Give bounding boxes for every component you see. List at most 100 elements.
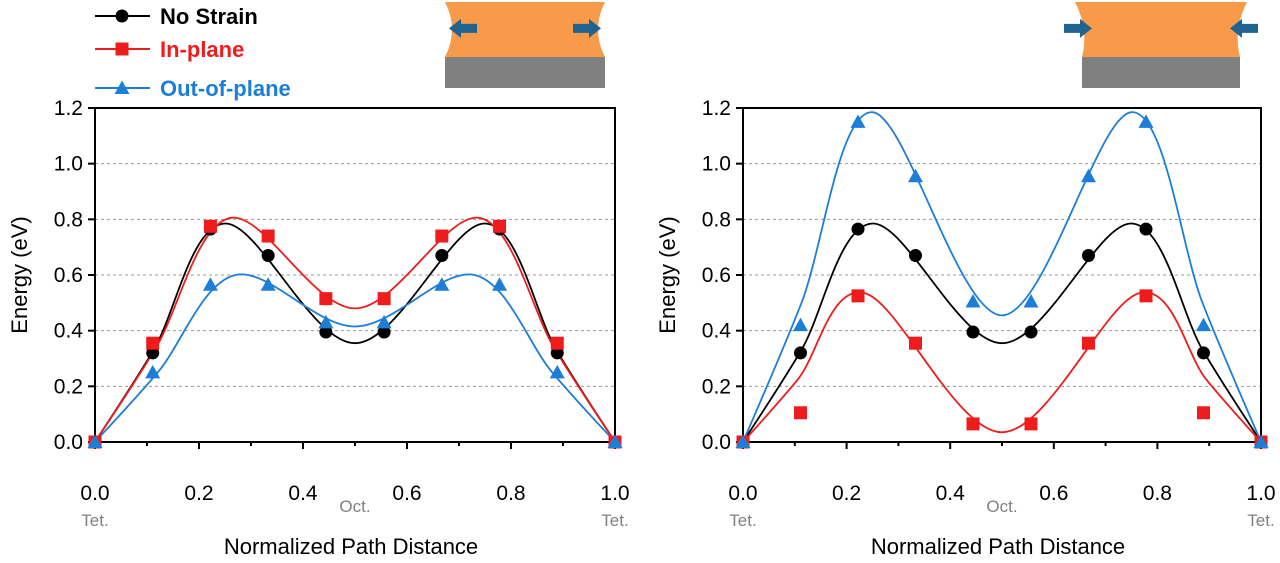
data-point [1082, 249, 1096, 263]
y-axis-title: Energy (eV) [7, 216, 32, 333]
data-point [493, 219, 507, 233]
y-tick-label: 0.6 [702, 264, 731, 287]
data-point [1082, 336, 1096, 350]
legend-marker [114, 80, 130, 94]
data-point [1139, 222, 1153, 236]
y-tick-label: 0.2 [54, 375, 83, 398]
y-axis-title: Energy (eV) [655, 216, 680, 333]
right-arrow-icon [573, 18, 601, 38]
data-point [261, 249, 275, 263]
series-out-of-plane [742, 111, 1262, 443]
site-annotation: Tet. [81, 511, 108, 530]
data-point [260, 277, 276, 291]
y-tick-label: 1.2 [54, 97, 83, 120]
series-markers [736, 222, 1268, 449]
x-tick-label: 0.0 [80, 482, 109, 505]
y-tick-label: 0.2 [702, 375, 731, 398]
data-point [1197, 406, 1211, 420]
y-tick-label: 1.0 [702, 153, 731, 176]
substrate [445, 57, 605, 88]
data-point [966, 417, 980, 431]
data-point [908, 249, 922, 263]
series-no-strain [742, 222, 1262, 443]
legend-label: Out-of-plane [160, 76, 291, 101]
substrate [1082, 57, 1240, 88]
y-tick-label: 0.8 [702, 208, 731, 231]
x-tick-label: 0.2 [184, 482, 213, 505]
data-point [1023, 293, 1039, 308]
data-point [261, 229, 275, 243]
data-point [965, 293, 981, 308]
data-point [1138, 114, 1154, 128]
site-annotation: Oct. [986, 497, 1017, 516]
x-tick-label: 0.4 [288, 482, 318, 505]
series-markers [88, 219, 622, 449]
data-point [203, 219, 217, 233]
film [445, 2, 605, 58]
y-tick-label: 0.8 [54, 208, 83, 231]
data-point [1024, 325, 1038, 339]
data-point [735, 434, 751, 448]
x-axis-title: Normalized Path Distance [224, 534, 478, 558]
x-tick-label: 0.6 [1039, 482, 1068, 505]
data-point [1253, 434, 1269, 448]
series-line [94, 222, 616, 443]
y-tick-label: 0.6 [54, 264, 83, 287]
x-tick-label: 0.8 [496, 482, 525, 505]
series-markers [87, 277, 623, 448]
data-point [851, 222, 865, 236]
data-point [318, 314, 334, 329]
data-point [319, 292, 333, 306]
data-point [1024, 417, 1038, 431]
site-annotation: Tet. [1247, 511, 1274, 530]
data-point [792, 317, 808, 332]
site-annotation: Tet. [601, 511, 628, 530]
y-tick-label: 0.4 [702, 320, 732, 343]
x-axis-title: Normalized Path Distance [871, 534, 1125, 558]
series-line [742, 291, 1262, 443]
series-line [94, 273, 616, 443]
series-no-strain [94, 222, 616, 443]
series-in-plane [742, 291, 1262, 443]
data-point [1081, 168, 1097, 183]
data-point [908, 336, 922, 350]
y-tick-label: 0.4 [54, 320, 84, 343]
right-arrow-icon [1230, 18, 1258, 38]
data-point [87, 434, 103, 448]
data-point [492, 277, 508, 291]
left-arrow-icon [449, 18, 477, 38]
y-tick-label: 0.0 [54, 431, 83, 454]
data-point [145, 364, 161, 379]
data-point [793, 406, 807, 420]
data-point [1196, 317, 1212, 332]
data-point [1197, 346, 1211, 360]
x-tick-label: 0.8 [1143, 482, 1172, 505]
tensile-strain-icon [445, 2, 605, 88]
series-markers [736, 289, 1268, 449]
site-annotation: Tet. [729, 511, 756, 530]
data-point [550, 336, 564, 350]
data-point [851, 289, 865, 303]
y-tick-label: 1.2 [702, 97, 731, 120]
series-markers [88, 222, 622, 449]
legend-label: No Strain [160, 4, 258, 29]
data-point [607, 434, 623, 448]
x-tick-label: 0.4 [936, 482, 966, 505]
data-point [793, 346, 807, 360]
y-tick-label: 1.0 [54, 153, 83, 176]
series-line [94, 217, 616, 443]
series-line [742, 111, 1262, 443]
x-tick-label: 0.6 [392, 482, 421, 505]
x-tick-label: 1.0 [600, 482, 629, 505]
series-out-of-plane [94, 273, 616, 443]
x-tick-label: 1.0 [1246, 482, 1275, 505]
data-point [907, 168, 923, 183]
data-point [319, 325, 333, 339]
left-arrow-icon [1064, 18, 1092, 38]
data-point [435, 249, 449, 263]
data-point [377, 292, 391, 306]
site-annotation: Oct. [339, 497, 370, 516]
chart-left: 0.0 0.2 0.4 0.6 0.8 1.0 1.2 0.0 0.2 0.4 0.6 0.8 1.0 T… [7, 97, 630, 559]
